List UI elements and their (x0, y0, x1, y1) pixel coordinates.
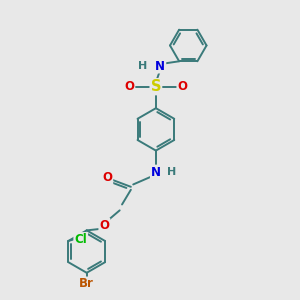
Text: H: H (167, 167, 177, 177)
Text: N: N (151, 166, 161, 178)
Text: O: O (124, 80, 134, 93)
Text: H: H (138, 61, 147, 71)
Text: O: O (99, 219, 110, 232)
Text: S: S (151, 79, 161, 94)
Text: O: O (102, 172, 112, 184)
Text: O: O (177, 80, 188, 93)
Text: Br: Br (79, 278, 94, 290)
Text: N: N (155, 60, 165, 73)
Text: Cl: Cl (74, 233, 87, 246)
